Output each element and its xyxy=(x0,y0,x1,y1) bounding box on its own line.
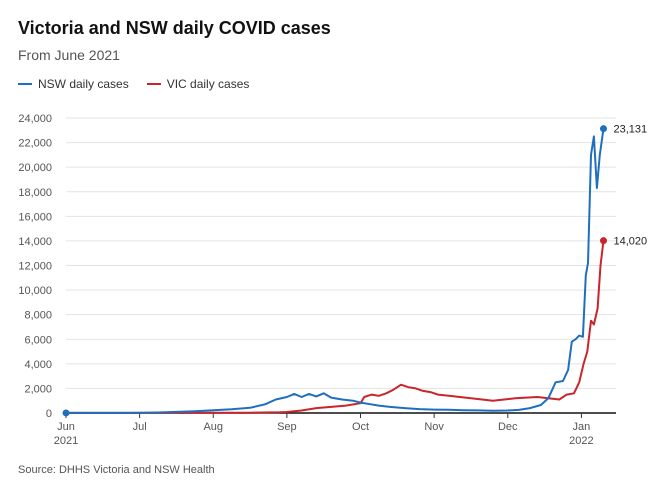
x-tick-label: Oct xyxy=(352,421,369,433)
y-tick-label: 10,000 xyxy=(18,285,52,297)
y-tick-label: 12,000 xyxy=(18,261,52,273)
y-tick-label: 20,000 xyxy=(18,162,52,174)
series-start-point xyxy=(62,409,70,417)
y-tick-label: 24,000 xyxy=(18,113,52,125)
y-tick-label: 8,000 xyxy=(24,310,52,322)
x-tick-label: Jul xyxy=(133,421,147,433)
x-tick-label: Dec xyxy=(498,421,518,433)
y-tick-label: 22,000 xyxy=(18,138,52,150)
y-tick-label: 6,000 xyxy=(24,334,52,346)
chart-title: Victoria and NSW daily COVID cases xyxy=(18,18,331,38)
legend-swatch-vic xyxy=(146,83,161,85)
x-tick-label: Aug xyxy=(203,421,223,433)
legend-label-vic: VIC daily cases xyxy=(166,77,250,91)
y-tick-label: 2,000 xyxy=(24,383,52,395)
x-tick-year-label: 2021 xyxy=(54,435,78,447)
x-tick-label: Jan xyxy=(573,421,591,433)
series-end-label-vic: 14,020 xyxy=(613,236,647,248)
chart-subtitle: From June 2021 xyxy=(18,47,120,63)
x-tick-year-label: 2022 xyxy=(569,435,593,447)
x-tick-label: Sep xyxy=(277,421,297,433)
series-line-nsw xyxy=(66,128,605,414)
y-tick-label: 0 xyxy=(46,408,52,420)
y-tick-label: 18,000 xyxy=(18,187,52,199)
y-tick-label: 14,000 xyxy=(18,236,52,248)
chart-source: Source: DHHS Victoria and NSW Health xyxy=(18,464,215,476)
series-end-label-nsw: 23,131 xyxy=(613,124,647,136)
series-end-point-vic xyxy=(599,237,607,245)
legend-swatch-nsw xyxy=(18,83,32,85)
series-line-vic xyxy=(66,240,605,414)
legend-item-nsw: NSW daily cases xyxy=(18,77,129,91)
y-tick-label: 16,000 xyxy=(18,211,52,223)
legend-item-vic: VIC daily cases xyxy=(146,77,250,91)
series-end-point-nsw xyxy=(599,125,607,133)
y-tick-label: 4,000 xyxy=(24,359,52,371)
legend: NSW daily cases VIC daily cases xyxy=(18,77,267,91)
x-tick-label: Nov xyxy=(424,421,444,433)
x-tick-label: Jun xyxy=(57,421,75,433)
legend-label-nsw: NSW daily cases xyxy=(38,77,129,91)
